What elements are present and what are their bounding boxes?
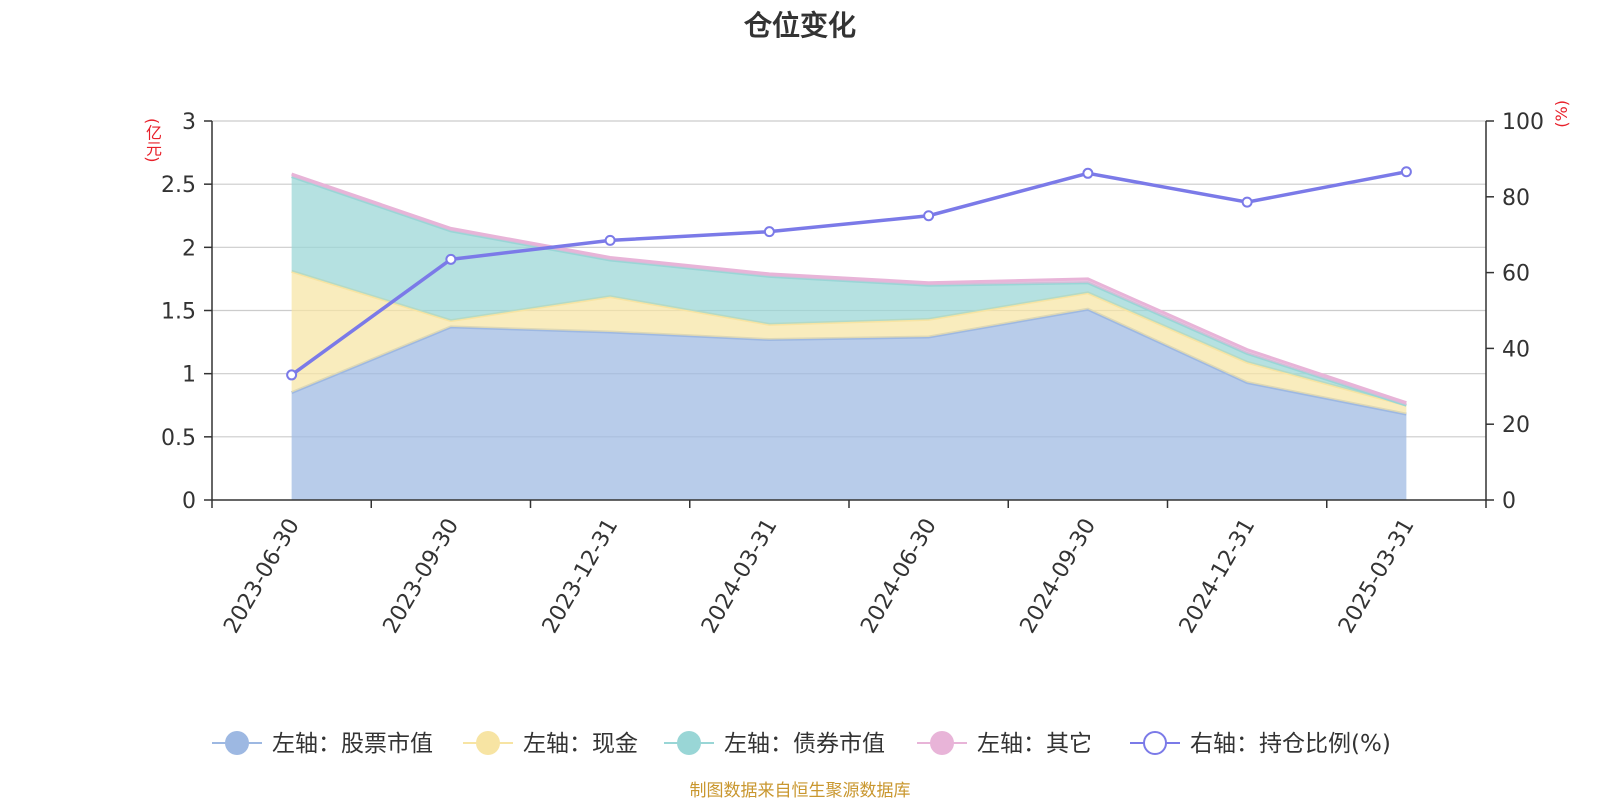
legend-label: 右轴：持仓比例(%) [1190,731,1391,757]
legend-marker-icon [476,731,500,755]
right-axis-tick-label: 60 [1502,262,1530,287]
left-axis-tick-label: 3 [182,110,196,135]
legend-other: 左轴：其它 [917,731,1092,757]
right-axis-tick-label: 40 [1502,337,1530,362]
x-axis-tick-label: 2024-12-31 [1175,515,1261,638]
chart-title: 仓位变化 [743,9,856,42]
area-edge-series-3 [291,172,1407,405]
ratio-line-path [290,170,1407,377]
x-axis-tick-label: 2024-03-31 [697,515,783,638]
legend-label: 左轴：债券市值 [724,731,885,757]
source-note: 制图数据来自恒生聚源数据库 [689,781,911,801]
x-axis-tick-label: 2023-12-31 [538,515,624,638]
legend-bond: 左轴：债券市值 [664,731,885,757]
left-axis-tick-label: 2.5 [161,173,196,198]
legend-marker-icon [930,731,954,755]
legend-cash: 左轴：现金 [463,731,638,757]
right-axis-tick-label: 100 [1502,110,1544,135]
left-axis-tick-label: 0.5 [161,426,196,451]
ratio-line-point [1241,196,1253,208]
left-axis-tick-label: 2 [182,236,196,261]
x-axis-tick-label: 2024-06-30 [856,515,942,638]
left-axis-tick-label: 0 [182,489,196,514]
legend-marker-icon [225,731,249,755]
area-series-1 [291,271,1407,415]
area-series-0 [291,309,1407,500]
ratio-line-point [1082,167,1094,179]
right-axis-tick-label: 20 [1502,413,1530,438]
legend-stock: 左轴：股票市值 [212,731,433,757]
ratio-line-point [1400,166,1412,178]
left-axis-tick-label: 1.5 [161,300,196,325]
ratio-line-point [604,234,616,246]
legend-label: 左轴：其它 [977,731,1092,757]
right-axis-tick-label: 80 [1502,186,1530,211]
x-axis-tick-label: 2023-06-30 [219,515,305,638]
legend-label: 左轴：股票市值 [272,731,433,757]
legend-ratio: 右轴：持仓比例(%) [1130,731,1391,757]
stacked-areas [291,172,1407,500]
right-axis-tick-label: 0 [1502,489,1516,514]
legend-marker-icon [1143,731,1167,755]
ratio-line-point [286,369,298,381]
left-axis-tick-label: 1 [182,363,196,388]
legend-marker-icon [677,731,701,755]
ratio-line-point [445,253,457,265]
left-axis-unit: (亿元) [143,118,162,163]
ratio-line [286,166,1412,381]
x-axis-tick-label: 2025-03-31 [1334,515,1420,638]
x-axis-tick-label: 2023-09-30 [378,515,464,638]
area-series-2 [291,176,1407,406]
ratio-line-point [763,226,775,238]
legend-label: 左轴：现金 [523,731,638,757]
ratio-line-point [923,210,935,222]
legend: 左轴：股票市值 左轴：现金 左轴：债券市值 左轴：其它 右轴：持仓比例(%) [212,731,1391,757]
x-axis-tick-label: 2024-09-30 [1015,515,1101,638]
